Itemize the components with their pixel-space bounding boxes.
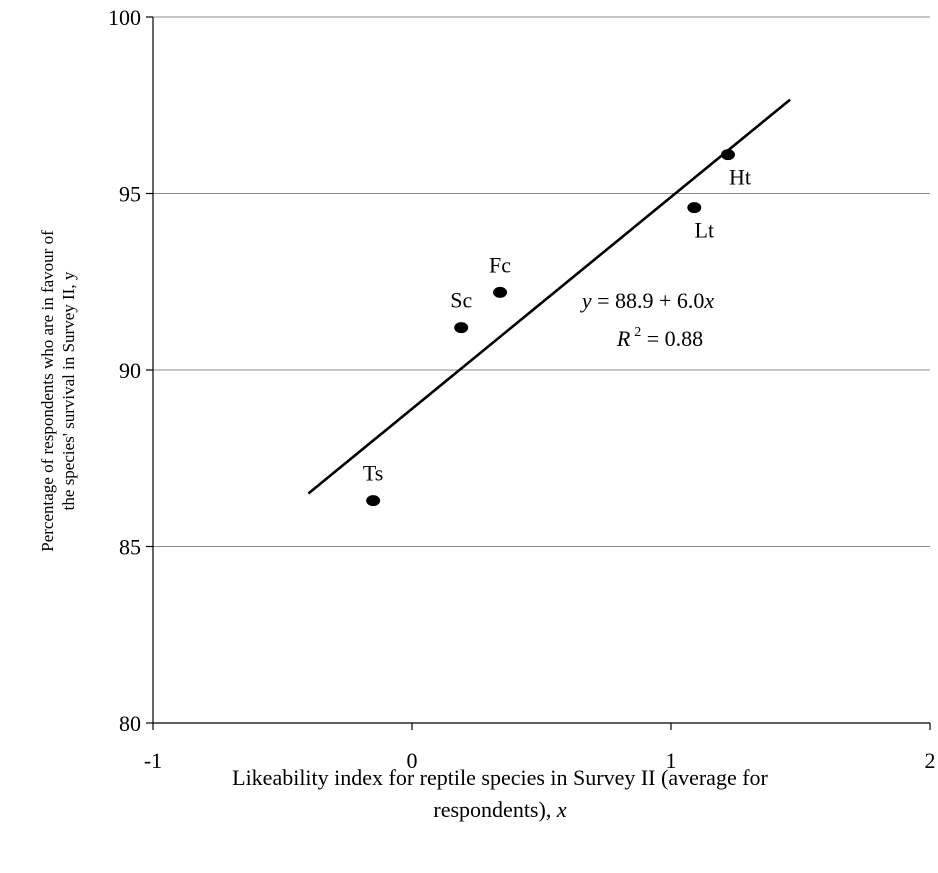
data-point-lt (687, 202, 702, 214)
data-point-ts (366, 495, 381, 507)
trendline-group (307, 98, 791, 495)
equation-x: x (703, 288, 714, 313)
y-tick-label: 85 (119, 535, 141, 560)
data-point-ht (720, 149, 735, 161)
r-symbol: R (616, 326, 631, 351)
equation-y: y (580, 288, 592, 313)
x-axis-label: Likeability index for reptile species in… (150, 762, 850, 826)
x-tick-label: -1 (144, 748, 162, 773)
y-tick-label: 80 (119, 711, 141, 736)
x-tick-label: 0 (407, 748, 418, 773)
y-tick-label: 100 (108, 5, 141, 30)
tick-labels: 80 85 90 95 100 -1 0 1 2 (108, 5, 936, 773)
x-axis-label-line2-wrap: respondents), x (150, 794, 850, 826)
equation-rhs: = 88.9 + 6.0 (592, 288, 705, 313)
y-tick-label: 95 (119, 182, 141, 207)
axes (146, 16, 931, 730)
data-point-fc (493, 286, 508, 298)
data-label-sc: Sc (450, 288, 472, 313)
x-tick-label: 1 (666, 748, 677, 773)
x-tick-label: 2 (925, 748, 936, 773)
x-axis-label-var: x (556, 797, 567, 822)
data-points (366, 149, 735, 507)
equation-line: y = 88.9 + 6.0x (580, 288, 715, 313)
trendline (307, 98, 791, 495)
data-label-ts: Ts (363, 461, 383, 486)
r-squared-value: = 0.88 (641, 326, 703, 351)
x-axis-label-line1: Likeability index for reptile species in… (232, 765, 768, 790)
gridlines (153, 16, 930, 547)
data-label-ht: Ht (729, 165, 751, 190)
data-point-sc (454, 322, 469, 334)
r-exponent: 2 (634, 325, 641, 340)
data-label-fc: Fc (489, 252, 511, 277)
x-axis-label-line2: respondents), (433, 797, 557, 822)
y-tick-label: 90 (119, 358, 141, 383)
point-labels: Ts Sc Fc Lt Ht (363, 165, 751, 486)
data-label-lt: Lt (695, 218, 715, 243)
